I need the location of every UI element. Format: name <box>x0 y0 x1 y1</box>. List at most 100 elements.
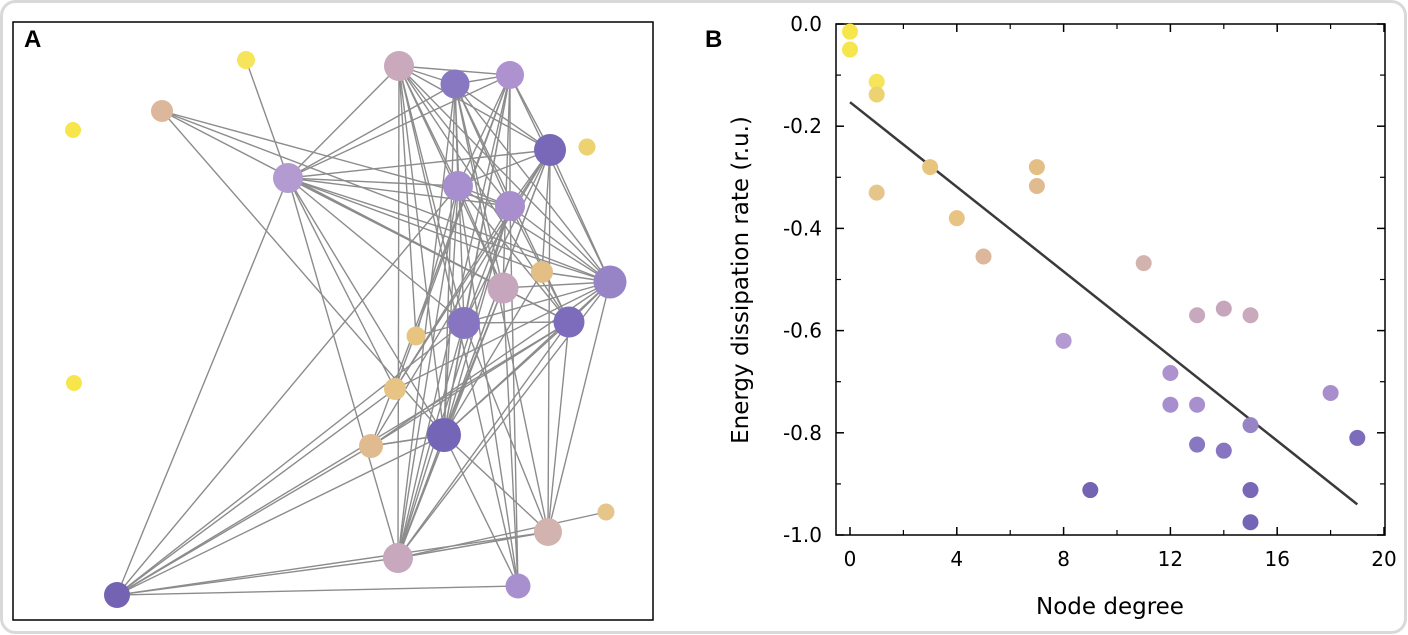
network-edge <box>116 445 372 596</box>
network-edge <box>287 177 543 273</box>
network-node <box>406 326 426 346</box>
scatter-point <box>1242 514 1259 531</box>
scatter-point <box>948 210 965 227</box>
scatter-point <box>868 184 885 201</box>
network-edge <box>116 185 459 596</box>
y-tick-label: -0.6 <box>783 319 822 343</box>
network-edge <box>443 83 456 436</box>
scatter-point <box>1242 482 1259 499</box>
network-edge <box>116 531 549 596</box>
network-node <box>534 134 566 166</box>
y-axis-ticks: 0.0 -0.2 -0.4 -0.6 -0.8 -1.0 <box>783 12 1385 547</box>
network-node <box>384 378 406 400</box>
network-node <box>553 306 585 338</box>
scatter-point <box>1189 396 1206 413</box>
network-edge <box>116 585 519 596</box>
network-edge <box>443 271 543 436</box>
y-tick-label: -0.4 <box>783 216 822 240</box>
x-tick-label: 12 <box>1158 547 1183 571</box>
scatter-point <box>1082 482 1099 499</box>
network-edge <box>457 185 519 587</box>
network-node <box>427 418 461 452</box>
network-edge <box>287 177 399 559</box>
network-edge <box>398 65 511 207</box>
network-edge <box>457 185 504 289</box>
scatter-point <box>1242 417 1259 434</box>
network-node <box>440 69 470 99</box>
network-node <box>443 171 473 201</box>
network-edge <box>509 205 519 587</box>
network-node <box>65 122 81 138</box>
x-tick-label: 16 <box>1264 547 1289 571</box>
network-edge <box>463 281 611 324</box>
network-node <box>237 51 255 69</box>
network-edge <box>245 59 289 179</box>
network-node <box>359 434 383 458</box>
network-edge <box>116 321 570 596</box>
network-nodes <box>65 51 627 608</box>
network-node <box>534 518 562 546</box>
network-edge <box>502 281 611 289</box>
network-edge <box>287 177 465 324</box>
scatter-point <box>922 159 939 176</box>
network-edge <box>547 321 570 533</box>
network-edge <box>397 321 570 559</box>
network-edge <box>394 281 611 390</box>
y-axis-title: Energy dissipation rate (r.u.) <box>728 116 754 444</box>
network-edge <box>397 83 456 559</box>
scatter-point <box>1242 307 1259 324</box>
network-edge <box>443 322 465 436</box>
network-edge <box>457 149 551 187</box>
x-axis-ticks: 0 4 8 12 16 20 <box>844 24 1397 571</box>
scatter-point <box>975 248 992 265</box>
network-edge <box>116 434 445 596</box>
y-tick-label: -0.2 <box>783 114 822 138</box>
network-node <box>495 191 525 221</box>
y-tick-label: -1.0 <box>783 523 822 547</box>
network-edge <box>457 74 511 187</box>
scatter-point <box>868 73 885 90</box>
network-edge <box>116 322 465 596</box>
network-node <box>496 61 524 89</box>
scatter-point <box>1162 365 1179 382</box>
x-tick-label: 8 <box>1057 547 1070 571</box>
network-edge <box>116 177 289 596</box>
network-edge <box>443 434 519 587</box>
y-tick-label: 0.0 <box>790 12 822 36</box>
network-node <box>597 503 615 521</box>
network-edge <box>454 83 611 283</box>
network-edge <box>398 65 417 337</box>
network-edge <box>502 74 511 289</box>
network-node <box>384 51 414 81</box>
scatter-panel: B 0 4 8 12 16 20 0.0 -0.2 -0.4 -0.6 -0.8 -1.0 Node… <box>705 12 1397 620</box>
network-edge <box>547 281 611 533</box>
network-edge <box>463 205 511 324</box>
network-edge <box>541 149 551 273</box>
network-edge <box>370 321 570 447</box>
scatter-point <box>1135 255 1152 272</box>
network-edge <box>454 83 465 324</box>
y-tick-label: -0.8 <box>783 421 822 445</box>
scatter-point <box>1349 429 1366 446</box>
scatter-point <box>1028 177 1045 194</box>
network-edge <box>116 388 396 596</box>
network-panel: A <box>12 21 654 621</box>
network-edge <box>287 65 400 179</box>
scatter-point <box>1215 300 1232 317</box>
network-edge <box>463 322 549 533</box>
scatter-point <box>1028 159 1045 176</box>
network-edge <box>415 185 459 337</box>
network-edge <box>509 74 611 283</box>
scatter-point <box>1189 436 1206 453</box>
network-edge <box>287 177 611 283</box>
network-edge <box>463 321 570 324</box>
network-node <box>487 272 519 304</box>
network-edge <box>398 65 611 283</box>
scatter-point <box>1189 307 1206 324</box>
network-node <box>66 375 82 391</box>
network-edge <box>397 531 549 559</box>
network-node <box>578 138 596 156</box>
scatter-point <box>842 23 858 40</box>
panel-b-label: B <box>705 26 722 53</box>
